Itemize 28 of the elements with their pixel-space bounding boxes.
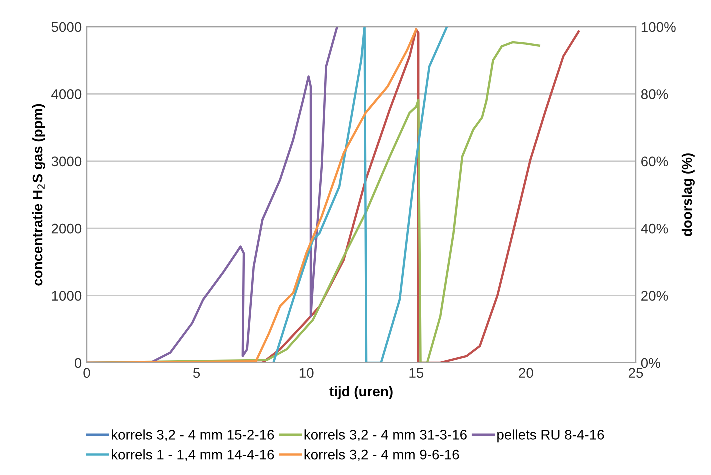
legend-label: korrels 3,2 - 4 mm 15-2-16 [112, 430, 274, 442]
y2-tick-label: 40% [641, 224, 668, 234]
y-tick-label: 2000 [52, 224, 82, 234]
y2-axis-title: doorslag (%) [682, 154, 695, 236]
y-axis-title: concentratie H$_{2}$S gas (ppm) [32, 104, 46, 286]
legend-label: korrels 3,2 - 4 mm 31-3-16 [304, 430, 467, 442]
y2-tick-label: 20% [642, 291, 668, 301]
legend-label: pellets RU 8-4-16 [498, 430, 604, 443]
y-tick-label: 3000 [52, 156, 82, 167]
y-tick-label: 0 [74, 358, 82, 368]
x-axis-title: tijd (uren) [330, 386, 393, 400]
x-tick-label: 25 [628, 368, 644, 378]
y-tick-label: 5000 [52, 22, 82, 32]
line-series [87, 28, 418, 363]
y2-tick-label: 100% [642, 22, 676, 32]
y2-tick-label: 60% [642, 156, 668, 167]
y2-tick-label: 0% [641, 358, 660, 368]
x-tick-label: 15 [410, 368, 424, 378]
x-tick-label: 0 [84, 368, 90, 378]
legend-label: korrels 1 - 1,4 mm 14-4-16 [112, 450, 274, 462]
y-tick-label: 4000 [52, 90, 82, 100]
legend-label: korrels 3,2 - 4 mm 9-6-16 [304, 450, 460, 462]
x-tick-label: 10 [300, 368, 314, 378]
line-series [272, 27, 448, 363]
x-tick-label: 5 [193, 368, 200, 378]
y2-tick-label: 80% [641, 90, 668, 100]
y-tick-label: 1000 [52, 291, 82, 301]
x-tick-label: 20 [519, 368, 534, 378]
